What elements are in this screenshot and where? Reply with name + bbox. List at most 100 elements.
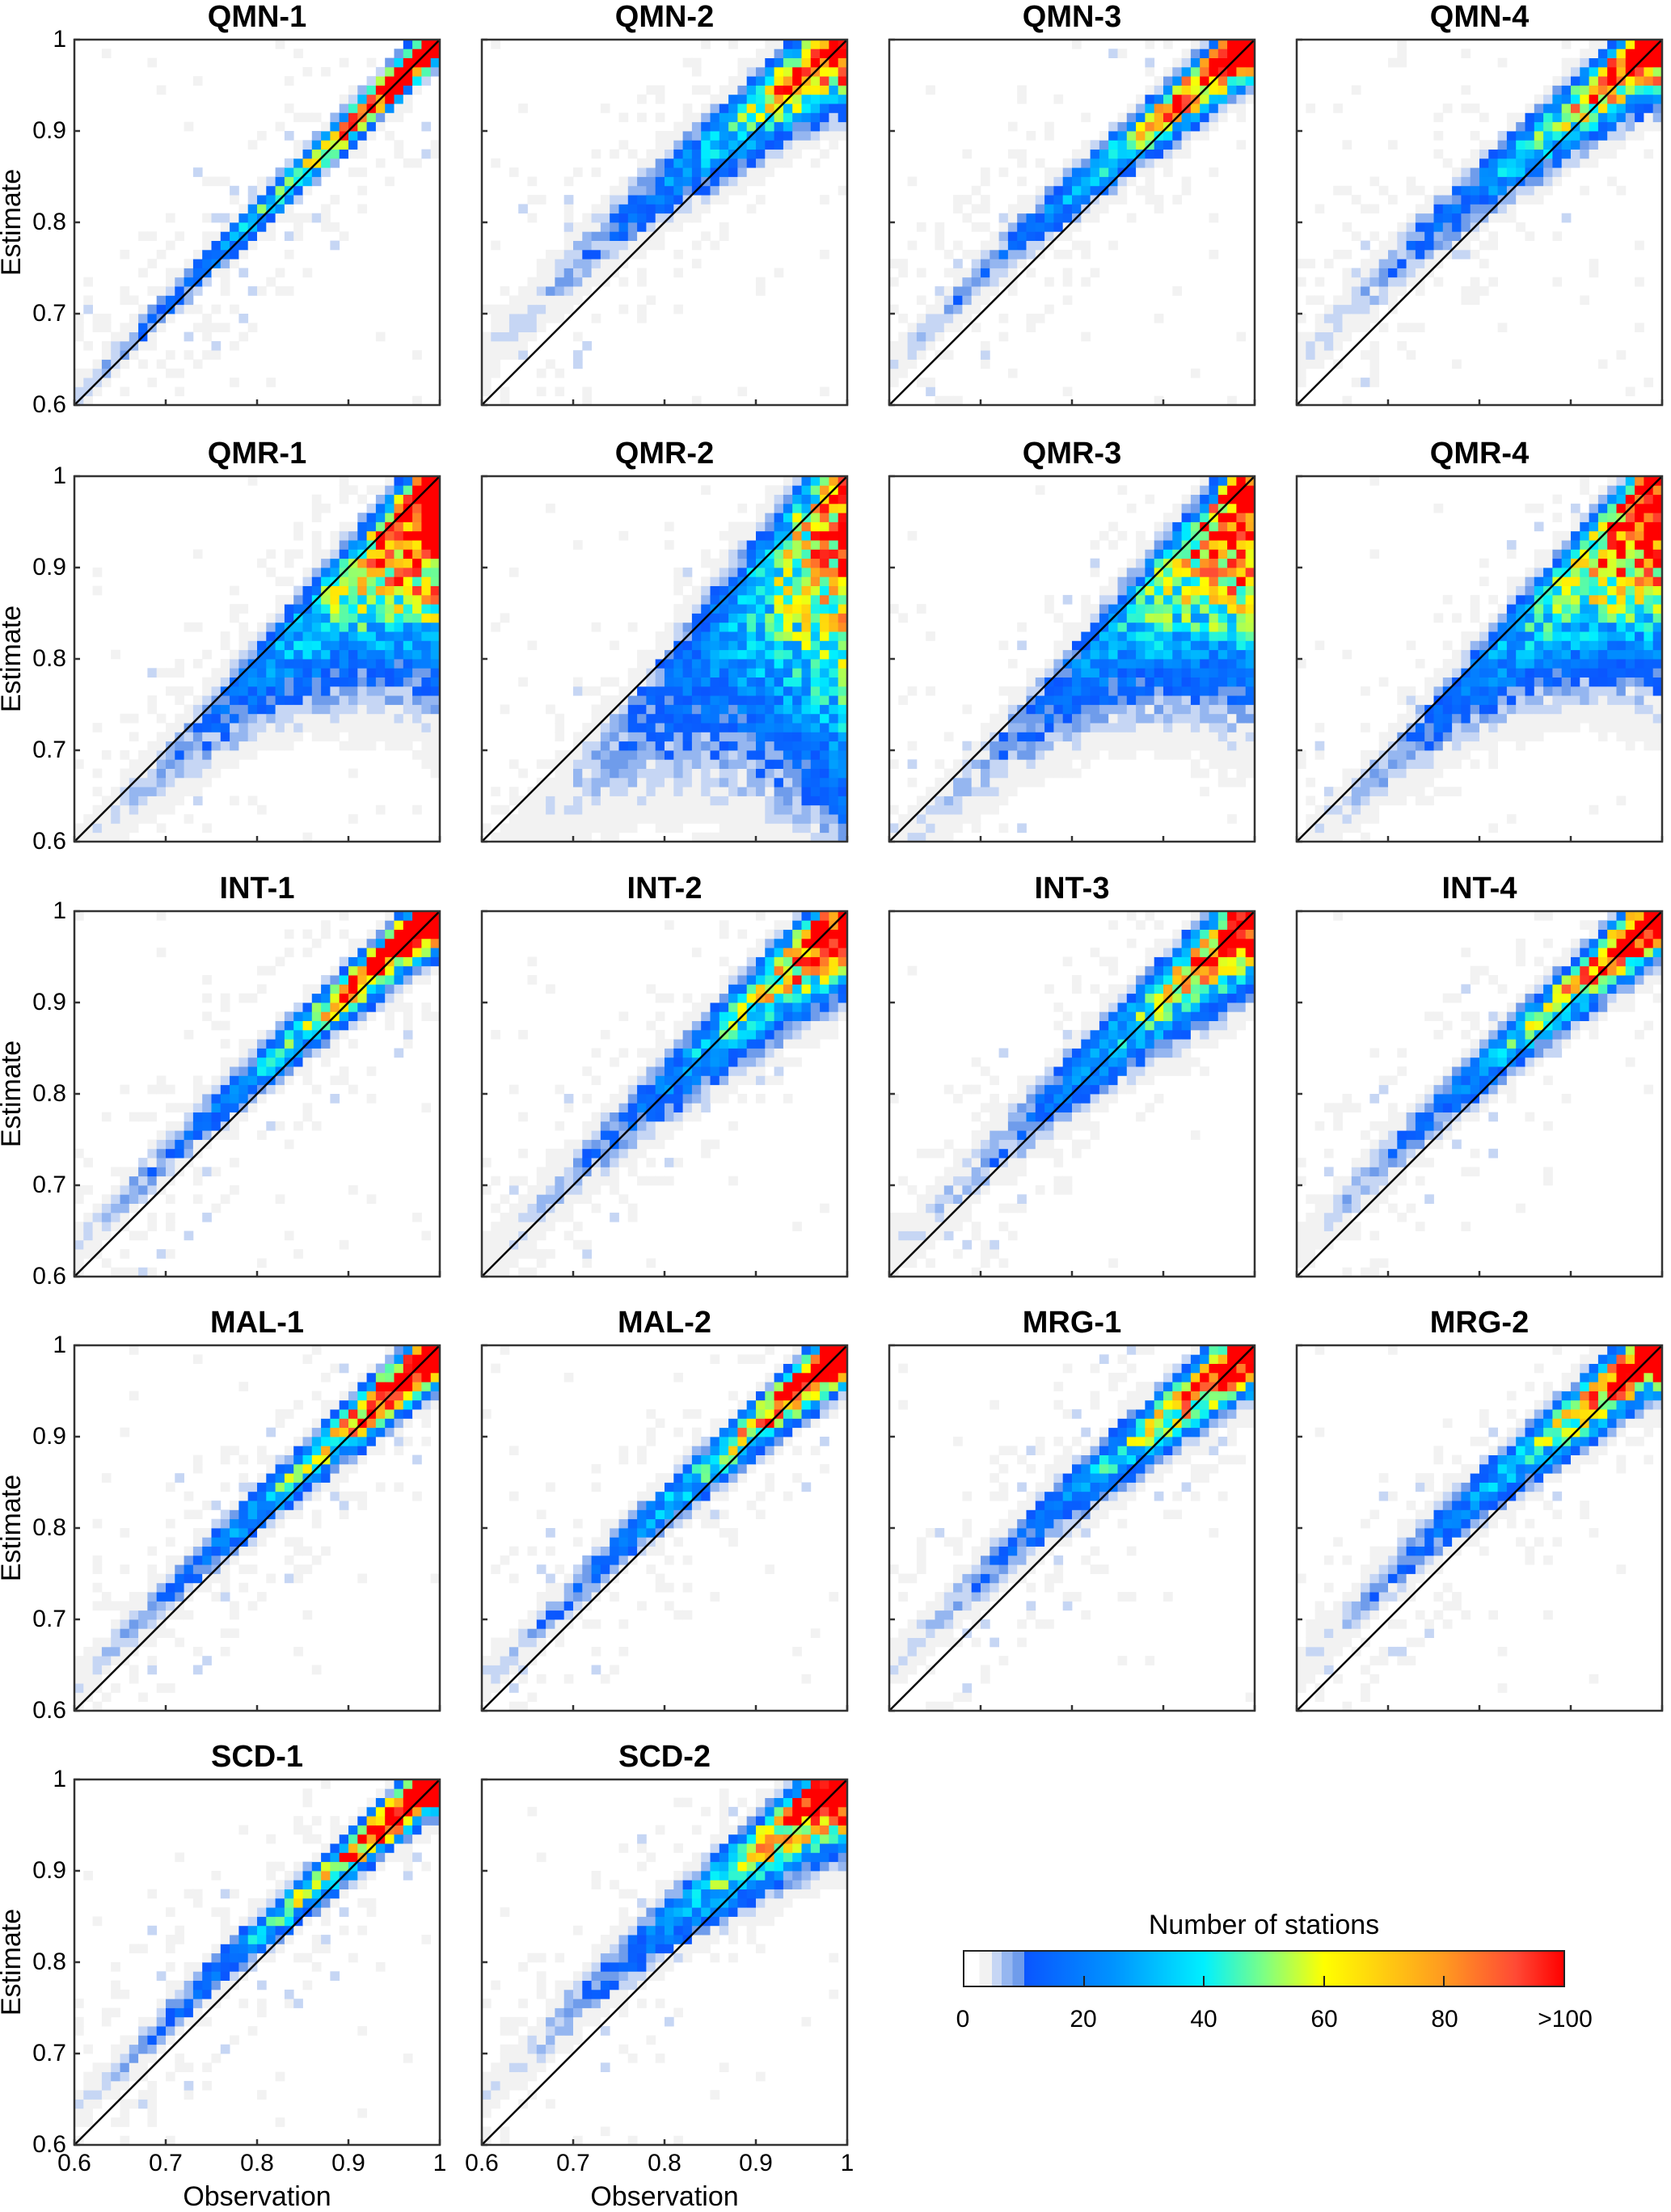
heatmap-cell bbox=[1227, 604, 1237, 614]
heatmap-cell bbox=[783, 778, 793, 787]
heatmap-cell bbox=[93, 787, 103, 796]
heatmap-cell bbox=[601, 213, 610, 223]
heatmap-cell bbox=[838, 58, 848, 68]
heatmap-cell bbox=[765, 640, 774, 650]
heatmap-cell bbox=[582, 833, 592, 842]
heatmap-cell bbox=[1136, 540, 1146, 550]
heatmap-cell bbox=[395, 686, 404, 696]
heatmap-cell bbox=[1479, 259, 1489, 268]
heatmap-cell bbox=[83, 378, 93, 387]
heatmap-cell bbox=[175, 286, 184, 296]
heatmap-cell bbox=[1488, 668, 1498, 678]
heatmap-cell bbox=[500, 386, 510, 396]
heatmap-cell bbox=[1498, 695, 1508, 705]
heatmap-cell bbox=[838, 549, 848, 559]
heatmap-cell bbox=[193, 723, 203, 732]
heatmap-cell bbox=[1154, 549, 1164, 559]
heatmap-cell bbox=[1416, 204, 1425, 213]
heatmap-cell bbox=[1507, 586, 1517, 596]
heatmap-cell bbox=[1580, 103, 1589, 113]
heatmap-cell bbox=[1443, 158, 1453, 168]
heatmap-cell bbox=[348, 540, 358, 550]
heatmap-cell bbox=[1163, 595, 1173, 605]
heatmap-cell bbox=[403, 95, 413, 104]
heatmap-cell bbox=[1589, 150, 1599, 159]
heatmap-cell bbox=[990, 759, 999, 769]
heatmap-cell bbox=[1172, 640, 1182, 650]
heatmap-cell bbox=[1617, 495, 1627, 504]
heatmap-cell bbox=[555, 787, 564, 796]
heatmap-cell bbox=[1127, 741, 1137, 751]
heatmap-cell bbox=[102, 796, 112, 806]
heatmap-cell bbox=[1063, 668, 1073, 678]
heatmap-cell bbox=[1154, 112, 1164, 122]
heatmap-cell bbox=[1369, 277, 1379, 287]
heatmap-cell bbox=[1416, 186, 1425, 196]
heatmap-cell bbox=[1397, 231, 1407, 241]
heatmap-cell bbox=[1246, 485, 1255, 495]
heatmap-cell bbox=[546, 250, 555, 260]
heatmap-cell bbox=[555, 833, 564, 842]
heatmap-cell bbox=[719, 559, 729, 568]
heatmap-cell bbox=[728, 640, 738, 650]
heatmap-cell bbox=[276, 678, 285, 687]
heatmap-cell bbox=[120, 769, 130, 779]
heatmap-cell bbox=[230, 250, 239, 260]
heatmap-cell bbox=[1525, 659, 1535, 669]
heatmap-cell bbox=[193, 787, 203, 796]
heatmap-cell bbox=[518, 314, 528, 323]
heatmap-cell bbox=[1118, 631, 1128, 641]
heatmap-cell bbox=[829, 614, 838, 623]
heatmap-cell bbox=[431, 549, 441, 559]
heatmap-cell bbox=[385, 576, 395, 586]
heatmap-cell bbox=[1333, 332, 1343, 342]
heatmap-cell bbox=[1200, 623, 1209, 632]
heatmap-cell bbox=[1626, 485, 1635, 495]
heatmap-cell bbox=[1507, 614, 1517, 623]
heatmap-cell bbox=[1118, 586, 1128, 596]
heatmap-cell bbox=[926, 378, 935, 387]
heatmap-cell bbox=[1379, 250, 1389, 260]
heatmap-cell bbox=[1471, 631, 1480, 641]
heatmap-cell bbox=[1379, 268, 1389, 278]
heatmap-cell bbox=[802, 586, 812, 596]
heatmap-cell bbox=[610, 213, 619, 223]
heatmap-cell bbox=[737, 741, 747, 751]
heatmap-cell bbox=[312, 177, 322, 187]
heatmap-cell bbox=[357, 705, 367, 715]
heatmap-cell bbox=[1516, 732, 1525, 741]
heatmap-cell bbox=[765, 678, 774, 687]
heatmap-cell bbox=[1044, 277, 1054, 287]
heatmap-cell bbox=[747, 531, 757, 541]
heatmap-cell bbox=[1127, 103, 1137, 113]
heatmap-cell bbox=[509, 350, 519, 360]
heatmap-cell bbox=[683, 177, 693, 187]
heatmap-cell bbox=[303, 186, 313, 196]
heatmap-cell bbox=[1118, 595, 1128, 605]
heatmap-cell bbox=[802, 122, 812, 132]
heatmap-cell bbox=[395, 559, 404, 568]
heatmap-cell bbox=[1163, 650, 1173, 660]
heatmap-cell bbox=[1209, 522, 1219, 532]
heatmap-cell bbox=[175, 659, 184, 669]
heatmap-cell bbox=[917, 823, 926, 833]
heatmap-cell bbox=[376, 695, 386, 705]
heatmap-cell bbox=[1306, 778, 1315, 787]
heatmap-cell bbox=[1452, 750, 1462, 760]
heatmap-cell bbox=[1479, 186, 1489, 196]
heatmap-cell bbox=[293, 549, 303, 559]
heatmap-cell bbox=[1127, 732, 1137, 741]
heatmap-cell bbox=[367, 86, 377, 95]
heatmap-cell bbox=[573, 540, 583, 550]
heatmap-cell bbox=[1036, 723, 1045, 732]
heatmap-cell bbox=[573, 769, 583, 779]
heatmap-cell bbox=[157, 305, 167, 314]
heatmap-cell bbox=[838, 678, 848, 687]
heatmap-cell bbox=[1218, 705, 1228, 715]
heatmap-cell bbox=[820, 386, 829, 396]
heatmap-cell bbox=[1108, 186, 1118, 196]
heatmap-cell bbox=[829, 623, 838, 632]
heatmap-cell bbox=[266, 650, 276, 660]
heatmap-cell bbox=[1306, 814, 1315, 824]
heatmap-cell bbox=[756, 796, 766, 806]
